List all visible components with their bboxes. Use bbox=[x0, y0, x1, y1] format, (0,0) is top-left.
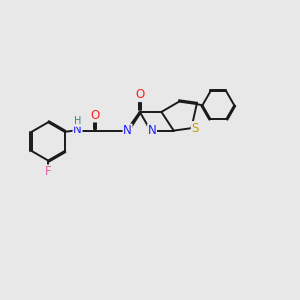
Text: S: S bbox=[191, 122, 199, 135]
Text: H: H bbox=[74, 116, 81, 126]
Text: O: O bbox=[91, 109, 100, 122]
Text: F: F bbox=[45, 165, 52, 178]
Text: N: N bbox=[123, 124, 132, 137]
Text: N: N bbox=[73, 123, 82, 136]
Text: N: N bbox=[148, 124, 157, 137]
Text: O: O bbox=[135, 88, 145, 101]
